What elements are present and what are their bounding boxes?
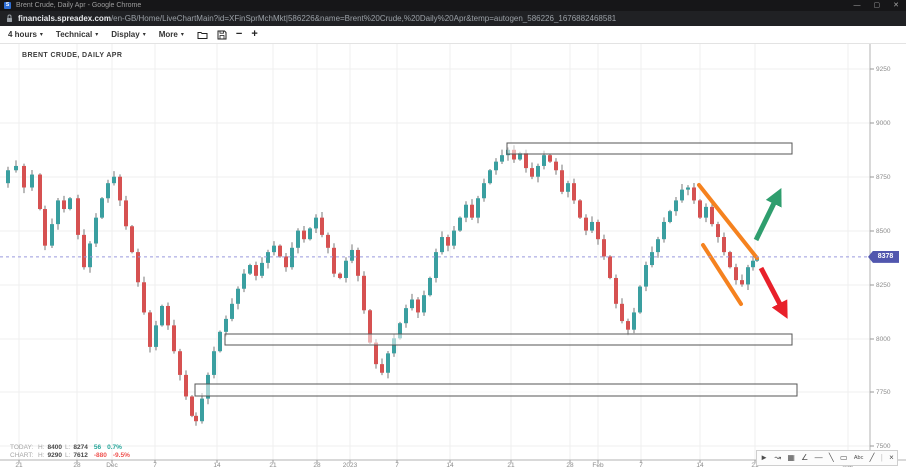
drawing-toolbar: ► ↝ ▦ ∠ — ╲ ▭ Abc ╱ | × xyxy=(756,450,898,466)
chart-instrument-title: BRENT CRUDE, DAILY APR xyxy=(22,52,123,59)
status-row: TODAY: H: 8400 L: 8274 56 0.7% xyxy=(10,444,122,451)
url-domain: financials.spreadex.com xyxy=(18,14,111,23)
window-title: Brent Crude, Daily Apr - Google Chrome xyxy=(16,2,142,9)
zoom-in-button[interactable]: + xyxy=(251,28,258,40)
x-axis-label: Dec xyxy=(106,462,118,469)
chevron-down-icon: ▾ xyxy=(95,32,99,38)
y-axis-label: 8500 xyxy=(876,227,891,235)
x-axis-label: 7 xyxy=(153,462,157,469)
channel-line[interactable] xyxy=(701,243,743,306)
y-axis-label: 8750 xyxy=(876,173,891,181)
open-chart-button[interactable] xyxy=(197,30,208,40)
x-axis-label: 21 xyxy=(507,462,515,469)
window-minimize-button[interactable]: — xyxy=(853,2,861,9)
x-axis-label: 14 xyxy=(446,462,454,469)
rectangle-tool-icon[interactable]: ▭ xyxy=(840,453,848,462)
lock-icon xyxy=(7,14,12,22)
x-axis-label: 7 xyxy=(395,462,399,469)
y-axis-label: 7500 xyxy=(876,442,891,450)
x-axis-label: 21 xyxy=(269,462,277,469)
status-row: CHART: H: 9290 L: 7612 -880 -9.5% xyxy=(10,452,130,459)
chevron-down-icon: ▾ xyxy=(39,32,43,38)
trend-line-tool-icon[interactable]: ╲ xyxy=(828,453,834,462)
window-titlebar[interactable]: S Brent Crude, Daily Apr - Google Chrome… xyxy=(0,0,906,11)
x-axis-label: 21 xyxy=(15,462,23,469)
window-close-button[interactable]: ✕ xyxy=(893,2,899,9)
zoom-out-button[interactable]: − xyxy=(235,28,243,40)
horizontal-line-tool-icon[interactable]: — xyxy=(814,453,823,462)
x-axis-label: 21 xyxy=(751,462,759,469)
axes-tool-icon[interactable]: ∠ xyxy=(801,453,809,462)
grid-tool-icon[interactable]: ▦ xyxy=(787,453,795,462)
site-favicon-icon: S xyxy=(4,2,11,9)
chevron-down-icon: ▾ xyxy=(180,32,184,38)
x-axis-label: Feb xyxy=(592,462,604,469)
chart-toolbar: 4 hours ▾ Technical ▾ Display ▾ More ▾ − + xyxy=(0,26,906,44)
menu-more[interactable]: More ▾ xyxy=(158,30,184,39)
folder-open-icon xyxy=(197,31,208,39)
bull-arrow-icon[interactable] xyxy=(753,188,782,242)
window-maximize-button[interactable]: ▢ xyxy=(873,2,881,9)
annotation-box[interactable] xyxy=(506,142,793,155)
x-axis-label: 7 xyxy=(639,462,643,469)
window-controls: — ▢ ✕ xyxy=(854,0,900,11)
browser-url-bar[interactable]: financials.spreadex.com/en-GB/Home/LiveC… xyxy=(0,11,906,26)
x-axis-label: 14 xyxy=(696,462,704,469)
toolbar-divider: | xyxy=(880,453,883,462)
current-price-badge: 8378 xyxy=(868,250,899,263)
menu-technical[interactable]: Technical ▾ xyxy=(55,30,99,39)
text-tool-icon[interactable]: Abc xyxy=(853,455,864,461)
x-axis-label: 28 xyxy=(313,462,321,469)
annotation-box[interactable] xyxy=(194,383,798,397)
menu-interval[interactable]: 4 hours ▾ xyxy=(8,30,43,39)
chart-menus: 4 hours ▾ Technical ▾ Display ▾ More ▾ xyxy=(8,30,197,39)
save-chart-button[interactable] xyxy=(217,30,227,40)
x-axis-label: 28 xyxy=(566,462,574,469)
x-axis-label: 28 xyxy=(73,462,81,469)
bear-arrow-icon[interactable] xyxy=(758,266,788,319)
channel-line[interactable] xyxy=(697,183,759,260)
polyline-tool-icon[interactable]: ↝ xyxy=(774,453,782,462)
cursor-tool-icon[interactable]: ► xyxy=(760,453,769,462)
save-icon xyxy=(217,30,227,39)
url-path: /en-GB/Home/LiveChartMain?id=XFinSprMchM… xyxy=(110,14,617,23)
delete-drawings-tool-icon[interactable]: × xyxy=(889,453,894,462)
x-axis-label: 2023 xyxy=(342,462,358,469)
menu-display[interactable]: Display ▾ xyxy=(111,30,146,39)
annotation-box[interactable] xyxy=(224,333,793,346)
chevron-down-icon: ▾ xyxy=(142,32,146,38)
diagonal-line-tool-icon[interactable]: ╱ xyxy=(869,453,875,462)
y-axis-label: 7750 xyxy=(876,388,891,396)
y-axis-label: 8000 xyxy=(876,335,891,343)
x-axis-label: 14 xyxy=(213,462,221,469)
y-axis-label: 8250 xyxy=(876,281,891,289)
candles xyxy=(6,145,759,426)
y-axis-label: 9000 xyxy=(876,119,891,127)
y-axis-label: 9250 xyxy=(876,65,891,73)
chart-status: TODAY: H: 8400 L: 8274 56 0.7% CHART: H: 9290 L: 76… xyxy=(10,444,133,460)
